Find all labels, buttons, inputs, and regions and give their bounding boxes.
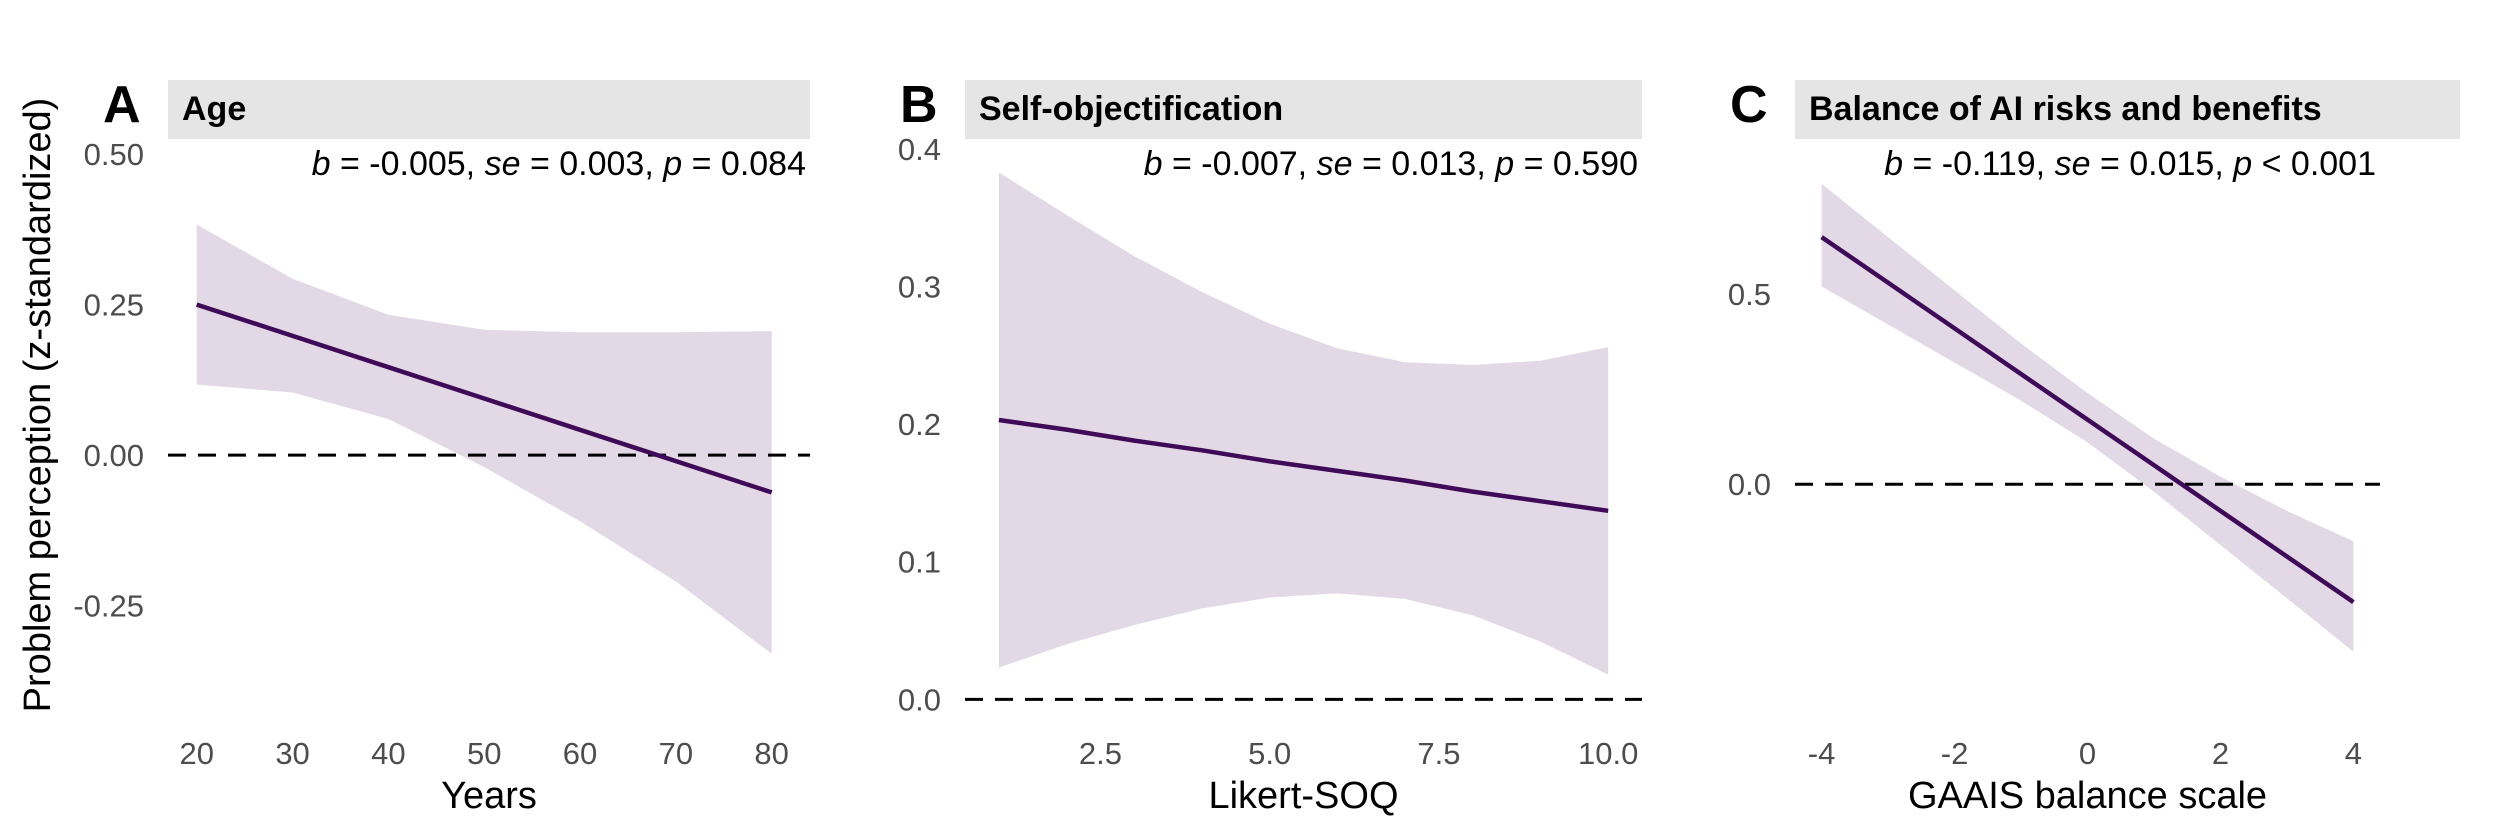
y-tick-label: 0.5 [1728,277,1771,312]
confidence-ribbon [196,224,772,654]
y-tick-label: -0.25 [73,589,144,624]
strip-header [168,80,810,139]
x-tick-label: 60 [563,736,597,771]
x-tick-label: 10.0 [1578,736,1638,771]
x-tick-label: -4 [1808,736,1836,771]
panel-tag: C [1730,76,1768,134]
x-tick-label: 0 [2079,736,2096,771]
regression-stats: b = -0.119, se = 0.015, p < 0.001 [1884,145,2376,183]
y-tick-label: 0.0 [1728,467,1771,502]
fit-line [196,302,773,495]
panel-title: Balance of AI risks and benefits [1809,90,2322,128]
x-tick-label: -2 [1941,736,1969,771]
x-tick-label: 2 [2212,736,2229,771]
y-tick-label: 0.2 [898,407,941,442]
regression-stats: b = -0.005, se = 0.003, p = 0.084 [312,145,806,183]
strip-header [1795,80,2460,139]
confidence-ribbon [998,172,1609,675]
x-tick-label: 80 [754,736,788,771]
x-tick-label: 20 [180,736,214,771]
panel-title: Age [182,90,246,128]
x-axis-label: GAAIS balance scale [1908,775,2267,817]
x-tick-label: 5.0 [1248,736,1291,771]
fit-line [998,417,1609,514]
x-tick-label: 7.5 [1417,736,1460,771]
panel-a: Age Ab = -0.005, se = 0.003, p = 0.084 -0.… [73,76,810,817]
x-tick-label: 4 [2345,736,2362,771]
fit-line [1820,235,2355,604]
x-axis-label: Years [441,775,537,817]
y-tick-label: 0.0 [898,682,941,717]
y-tick-label: 0.4 [898,132,941,167]
x-tick-label: 2.5 [1079,736,1122,771]
y-tick-label: 0.1 [898,545,941,580]
y-tick-label: 0.50 [84,137,144,172]
x-tick-label: 40 [371,736,405,771]
x-tick-label: 70 [659,736,693,771]
x-tick-label: 50 [467,736,501,771]
panel-tag: B [900,76,938,134]
x-axis-label: Likert-SOQ [1208,775,1398,817]
panel-b: Self-objectification Bb = -0.007, se = 0.… [898,76,1642,817]
y-tick-label: 0.25 [84,288,144,323]
panel-title: Self-objectification [979,90,1283,128]
y-tick-label: 0.3 [898,270,941,305]
y-tick-label: 0.00 [84,438,144,473]
regression-stats: b = -0.007, se = 0.013, p = 0.590 [1144,145,1638,183]
y-axis-label: Problem perception (z-standardized) [17,98,59,713]
panel-tag: A [103,76,141,134]
strip-header [965,80,1642,139]
panel-c: Balance of AI risks and benefits Cb = -0.… [1728,76,2460,817]
x-tick-label: 30 [275,736,309,771]
